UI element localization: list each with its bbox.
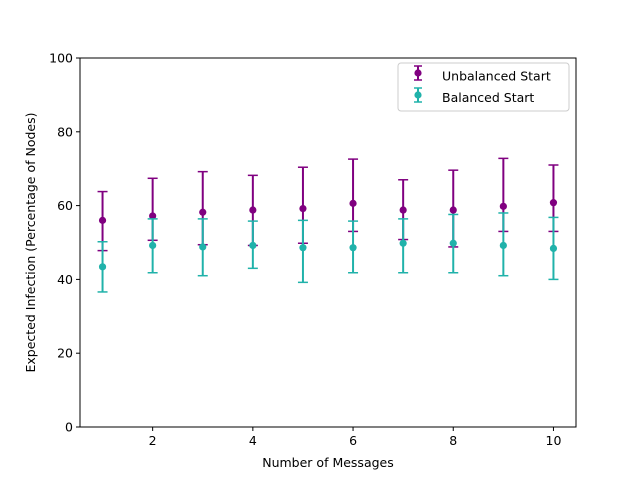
series-0 bbox=[97, 157, 559, 252]
legend-marker-dot-0 bbox=[414, 69, 422, 77]
y-tick-label-60: 60 bbox=[57, 198, 73, 213]
y-axis: 0 20 40 60 80 100 bbox=[49, 51, 80, 435]
data-point-0-9 bbox=[499, 202, 507, 210]
data-point-1-3 bbox=[199, 243, 207, 251]
x-tick-label-4: 4 bbox=[249, 433, 257, 448]
legend-entry-balanced: Balanced Start bbox=[414, 87, 534, 105]
legend-entry-unbalanced: Unbalanced Start bbox=[414, 65, 551, 84]
y-axis-label: Expected Infection (Percentage of Nodes) bbox=[23, 113, 38, 373]
y-tick-label-40: 40 bbox=[57, 272, 73, 287]
legend-box bbox=[397, 62, 570, 112]
legend-label-unbalanced: Unbalanced Start bbox=[442, 69, 551, 84]
data-point-1-9 bbox=[499, 241, 507, 250]
data-point-1-2 bbox=[149, 241, 157, 250]
axes-frame bbox=[79, 57, 577, 428]
legend: Unbalanced Start Balanced Start bbox=[397, 62, 570, 112]
data-point-1-1 bbox=[98, 263, 107, 271]
data-point-0-5 bbox=[299, 204, 307, 213]
data-point-0-3 bbox=[199, 208, 207, 216]
data-point-1-6 bbox=[349, 244, 357, 252]
data-point-1-4 bbox=[249, 241, 257, 250]
legend-marker-dot-1 bbox=[414, 91, 422, 99]
x-axis-label: Number of Messages bbox=[262, 455, 394, 470]
data-point-0-1 bbox=[98, 216, 107, 224]
data-point-1-5 bbox=[299, 244, 307, 252]
legend-label-balanced: Balanced Start bbox=[442, 90, 534, 105]
x-axis: 2 4 6 8 10 bbox=[149, 427, 562, 448]
plot-area bbox=[97, 157, 559, 293]
series-1 bbox=[97, 212, 559, 293]
data-point-0-6 bbox=[349, 199, 357, 207]
y-tick-label-0: 0 bbox=[65, 420, 73, 435]
data-point-0-4 bbox=[249, 206, 257, 214]
data-point-0-7 bbox=[399, 206, 407, 214]
data-point-1-10 bbox=[549, 244, 558, 253]
y-tick-label-80: 80 bbox=[57, 124, 73, 139]
data-point-1-8 bbox=[449, 239, 457, 247]
y-tick-label-20: 20 bbox=[57, 346, 73, 361]
y-tick-label-100: 100 bbox=[49, 51, 73, 66]
data-point-0-8 bbox=[449, 206, 457, 214]
x-tick-label-10: 10 bbox=[546, 433, 562, 448]
data-point-0-2 bbox=[149, 212, 157, 220]
x-tick-label-8: 8 bbox=[449, 433, 457, 448]
x-tick-label-6: 6 bbox=[349, 433, 357, 448]
data-point-0-10 bbox=[549, 199, 558, 207]
x-tick-label-2: 2 bbox=[149, 433, 157, 448]
data-point-1-7 bbox=[399, 239, 407, 247]
